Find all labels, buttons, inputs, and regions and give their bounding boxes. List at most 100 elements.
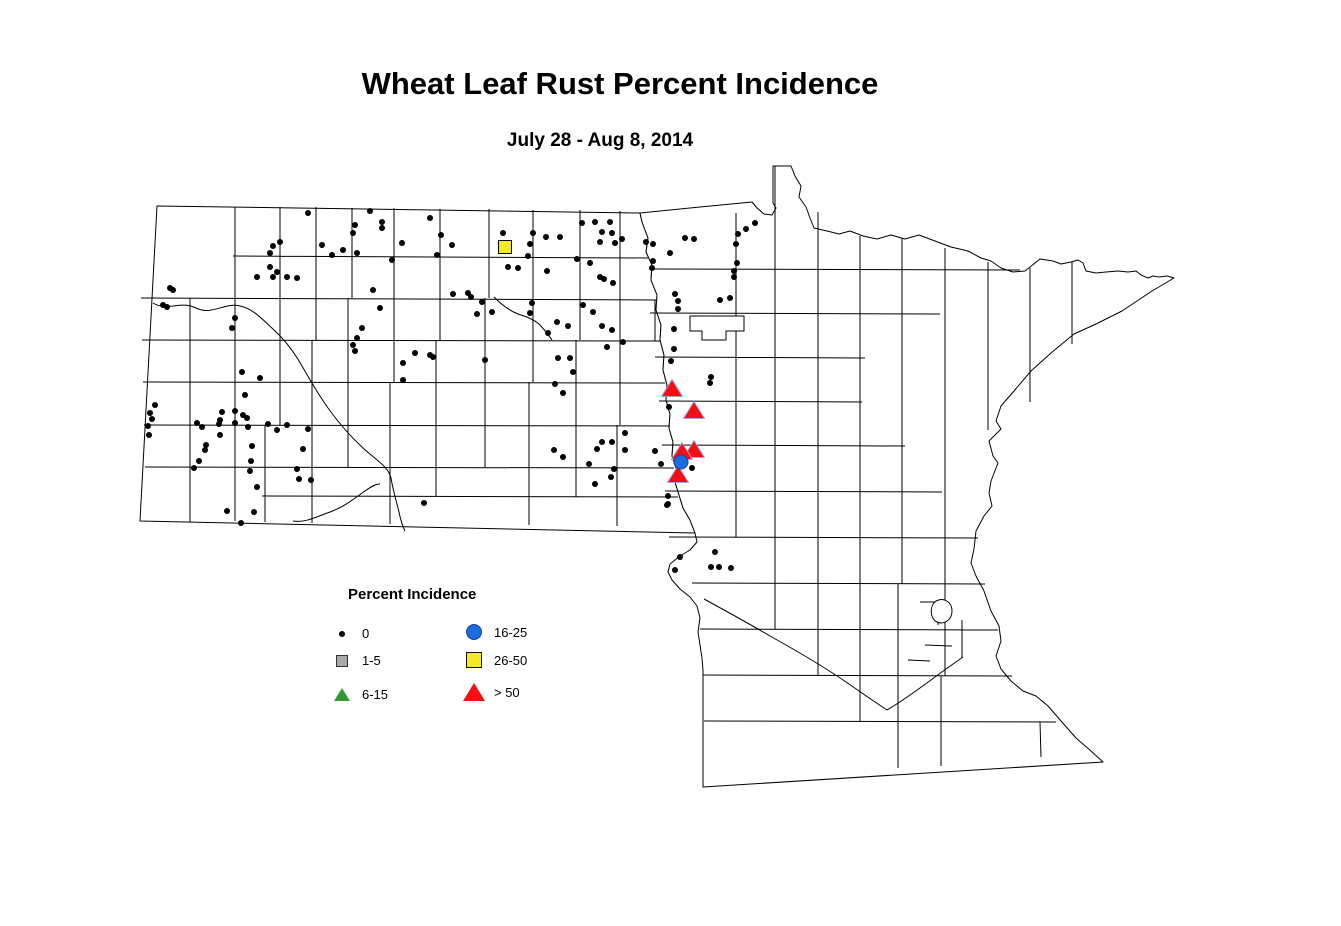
marker-zero — [601, 276, 607, 282]
marker-zero — [551, 447, 557, 453]
marker-zero — [284, 274, 290, 280]
marker-zero — [284, 422, 290, 428]
marker-zero — [164, 304, 170, 310]
marker-zero — [216, 421, 222, 427]
marker-zero — [219, 409, 225, 415]
marker-zero — [592, 481, 598, 487]
survey-markers-layer — [145, 208, 758, 573]
marker-zero — [377, 305, 383, 311]
marker-zero — [612, 240, 618, 246]
marker-zero — [717, 297, 723, 303]
marker-zero — [658, 461, 664, 467]
marker-zero — [557, 234, 563, 240]
marker-over-50 — [666, 464, 690, 483]
minnesota-outline — [639, 165, 1175, 788]
marker-zero — [733, 241, 739, 247]
marker-zero — [482, 357, 488, 363]
marker-over-50 — [682, 400, 706, 419]
marker-zero — [399, 240, 405, 246]
marker-zero — [379, 225, 385, 231]
marker-zero — [199, 424, 205, 430]
marker-zero — [244, 415, 250, 421]
marker-zero — [682, 235, 688, 241]
marker-zero — [270, 274, 276, 280]
legend-item-6-15: 6-15 — [328, 687, 388, 702]
marker-zero — [427, 215, 433, 221]
marker-zero — [152, 402, 158, 408]
marker-zero — [650, 258, 656, 264]
marker-zero — [665, 501, 671, 507]
marker-zero — [590, 309, 596, 315]
legend-item-label: 0 — [362, 626, 370, 641]
legend-item-label: 6-15 — [362, 687, 389, 702]
marker-zero — [594, 446, 600, 452]
north-dakota-outline — [139, 205, 696, 534]
marker-zero — [609, 439, 615, 445]
marker-zero — [203, 442, 209, 448]
marker-zero — [267, 250, 273, 256]
legend-item-0: 0 — [328, 626, 369, 641]
marker-zero — [245, 424, 251, 430]
marker-zero — [254, 274, 260, 280]
marker-zero — [672, 291, 678, 297]
marker-zero — [586, 461, 592, 467]
marker-zero — [257, 375, 263, 381]
marker-zero — [708, 374, 714, 380]
marker-zero — [350, 230, 356, 236]
marker-zero — [671, 346, 677, 352]
date-range-subtitle: July 28 - Aug 8, 2014 — [506, 130, 694, 151]
marker-zero — [649, 265, 655, 271]
marker-zero — [305, 210, 311, 216]
marker-zero — [677, 554, 683, 560]
blue-circle-icon — [466, 624, 482, 640]
marker-zero — [251, 509, 257, 515]
marker-zero — [752, 220, 758, 226]
marker-zero — [400, 360, 406, 366]
marker-zero — [350, 342, 356, 348]
marker-zero — [329, 252, 335, 258]
marker-zero — [599, 229, 605, 235]
marker-zero — [734, 260, 740, 266]
marker-zero — [238, 520, 244, 526]
marker-zero — [620, 339, 626, 345]
legend-item-over-50: > 50 — [460, 683, 520, 701]
marker-zero — [450, 291, 456, 297]
marker-zero — [274, 427, 280, 433]
marker-zero — [308, 477, 314, 483]
marker-zero — [217, 432, 223, 438]
legend-item-1-5: 1-5 — [328, 653, 381, 668]
mille-lacs-lake — [930, 599, 953, 624]
yellow-square-icon — [466, 652, 482, 668]
marker-zero — [352, 222, 358, 228]
marker-zero — [675, 298, 681, 304]
marker-zero — [619, 236, 625, 242]
marker-zero — [379, 219, 385, 225]
marker-zero — [274, 269, 280, 275]
marker-zero — [580, 302, 586, 308]
legend-item-label: 1-5 — [362, 653, 381, 668]
marker-zero — [597, 239, 603, 245]
marker-zero — [412, 350, 418, 356]
marker-zero — [530, 230, 536, 236]
marker-zero — [567, 355, 573, 361]
marker-zero — [430, 354, 436, 360]
marker-zero — [545, 330, 551, 336]
marker-zero — [666, 404, 672, 410]
marker-zero — [716, 564, 722, 570]
marker-zero — [449, 242, 455, 248]
marker-zero — [574, 256, 580, 262]
marker-zero — [555, 355, 561, 361]
marker-zero — [196, 458, 202, 464]
marker-zero — [438, 232, 444, 238]
marker-zero — [599, 439, 605, 445]
marker-zero — [389, 257, 395, 263]
marker-zero — [370, 287, 376, 293]
legend: Percent Incidence 0 1-5 6-15 16-25 26-50… — [318, 580, 608, 725]
marker-zero — [728, 565, 734, 571]
marker-zero — [515, 265, 521, 271]
marker-zero — [592, 219, 598, 225]
marker-zero — [560, 390, 566, 396]
zero-dot-icon — [339, 630, 345, 637]
